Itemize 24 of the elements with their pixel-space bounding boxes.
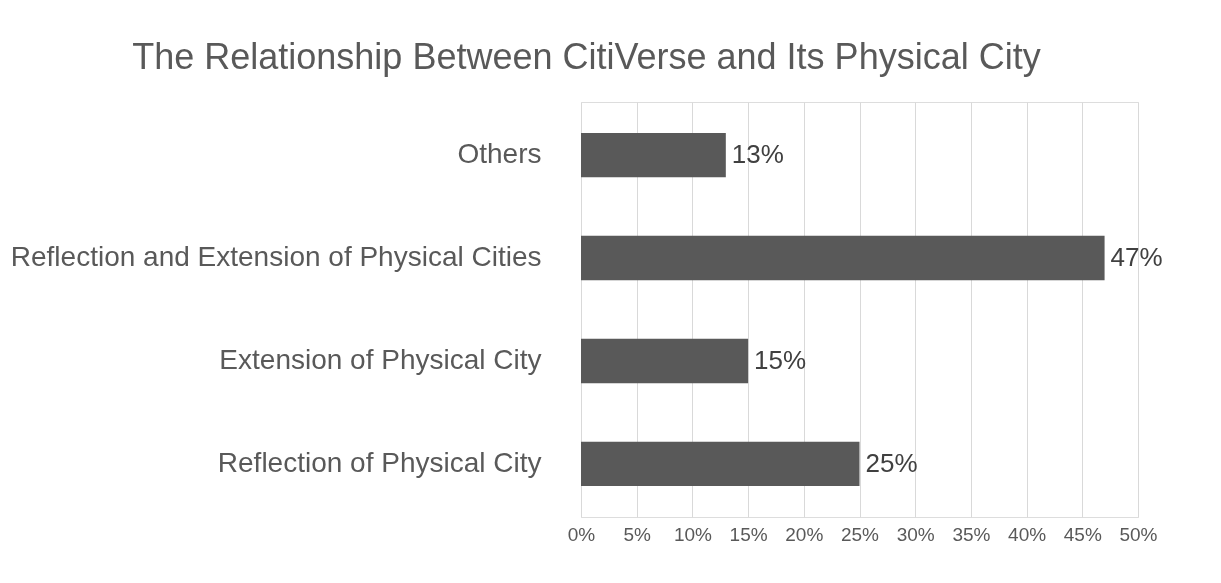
x-tick-label: 50% [1119, 523, 1158, 545]
x-tick-label: 25% [840, 523, 880, 545]
y-tick-label: Reflection of Physical City [217, 446, 542, 478]
y-tick-label: Others [457, 138, 542, 170]
x-tick-label: 0% [567, 523, 596, 545]
y-tick-label: Extension of Physical City [219, 343, 542, 375]
x-tick-label: 45% [1063, 523, 1102, 545]
x-tick-label: 40% [1008, 523, 1047, 545]
x-tick-label: 10% [673, 523, 713, 545]
x-tick-label: 30% [896, 523, 935, 545]
bar [581, 338, 749, 384]
x-tick-label: 35% [952, 523, 991, 545]
data-label: 15% [754, 344, 807, 375]
x-tick-label: 20% [785, 523, 824, 545]
bar [581, 441, 860, 487]
data-label: 13% [731, 139, 784, 170]
y-tick-label: Reflection and Extension of Physical Cities [10, 241, 542, 273]
x-tick-label: 15% [729, 523, 768, 545]
data-label: 47% [1110, 242, 1163, 273]
bar [581, 132, 726, 178]
x-tick-label: 5% [623, 523, 652, 545]
chart-title: The Relationship Between CitiVerse and Its Physical City [132, 36, 1041, 77]
bar [581, 235, 1105, 281]
data-label: 25% [865, 447, 918, 478]
